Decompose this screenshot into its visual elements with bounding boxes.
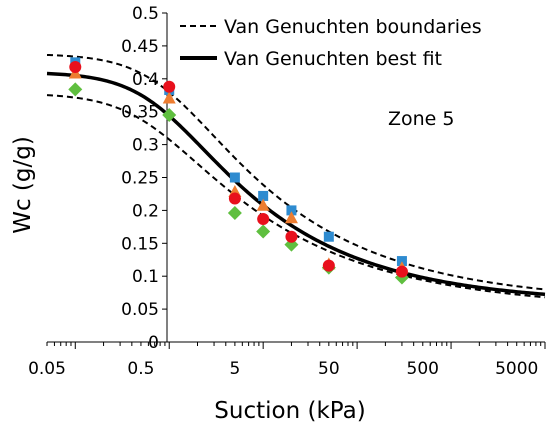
y-tick-label: 0.1 [132,267,159,287]
y-tick-label: 0.35 [121,103,159,123]
y-axis-title: Wc (g/g) [10,136,36,234]
legend-label-boundaries: Van Genuchten boundaries [224,16,482,38]
x-tick-label: 0.5 [127,359,154,379]
x-tick-label: 0.05 [28,359,66,379]
y-tick-label: 0.4 [132,70,159,90]
data-point-diamond [227,206,242,221]
y-tick-label: 0.25 [121,169,159,189]
data-point-square [258,190,269,201]
data-point-triangle [162,91,176,104]
data-point-diamond [162,107,177,122]
y-tick-label: 0.5 [132,4,159,24]
x-tick-label: 5000 [495,359,538,379]
y-tick-label: 0.45 [121,37,159,57]
x-tick-label: 5 [229,359,240,379]
legend-label-best-fit: Van Genuchten best fit [224,48,442,70]
data-point-circle [285,230,298,243]
boundary-curve [46,94,546,299]
y-tick-label: 0 [148,333,159,353]
data-point-diamond [256,224,271,239]
data-point-circle [395,265,408,278]
data-point-circle [163,80,176,93]
data-point-circle [228,192,241,205]
data-point-triangle [256,198,270,211]
data-point-square [286,205,297,216]
best-fit-curve [46,71,546,297]
data-point-circle [69,60,82,73]
data-point-square [396,256,407,267]
x-axis-title: Suction (kPa) [214,398,365,424]
data-point-circle [322,259,335,272]
y-tick-label: 0.15 [121,234,159,254]
x-tick-label: 50 [318,359,340,379]
data-point-square [229,172,240,183]
data-point-diamond [68,82,83,97]
data-point-circle [257,212,270,225]
y-tick-label: 0.2 [132,201,159,221]
axes: 0 0.05 0.1 0.15 0.2 0.25 0.3 0.35 0.4 0.45 0.5 0.05… [28,4,546,379]
y-tick-label: 0.3 [132,136,159,156]
y-tick-label: 0.05 [121,300,159,320]
zone-annotation: Zone 5 [388,108,455,130]
x-tick-label: 500 [407,359,439,379]
data-point-square [323,231,334,242]
data-point-layer [68,57,409,285]
legend: Van Genuchten boundaries Van Genuchten b… [180,16,482,70]
data-point-triangle [284,211,298,224]
